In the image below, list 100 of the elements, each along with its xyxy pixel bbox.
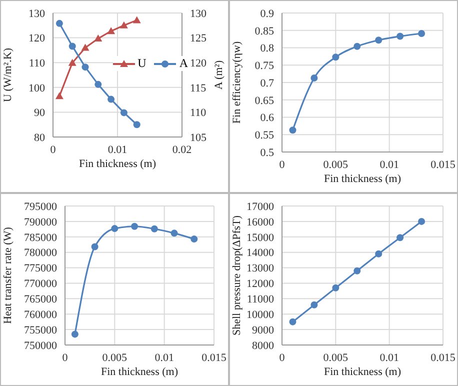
y2-tick-label: 125 xyxy=(190,32,207,45)
point xyxy=(396,234,404,242)
x-tick-label: 0 xyxy=(279,352,286,364)
y-tick-label: 100 xyxy=(28,82,46,94)
y-axis-title: U (W/m².K) xyxy=(2,48,14,102)
y-tick-label: 16000 xyxy=(246,216,274,228)
y-tick-label: 0.8 xyxy=(260,42,274,55)
point xyxy=(332,284,340,292)
point xyxy=(375,36,382,44)
y-tick-label: 130 xyxy=(28,8,46,20)
x-tick-label: 0 xyxy=(279,158,286,171)
point xyxy=(131,222,138,230)
x-tick-label: 0 xyxy=(62,352,68,364)
point xyxy=(108,96,115,103)
point xyxy=(354,42,361,50)
point xyxy=(120,21,128,28)
y-tick-label: 8000 xyxy=(252,340,274,352)
y-tick-label: 0.9 xyxy=(260,8,274,20)
point xyxy=(81,44,90,51)
y-tick-label: 14000 xyxy=(246,247,274,260)
y-tick-label: 750000 xyxy=(24,340,58,352)
point xyxy=(107,27,116,34)
x-tick-label: 0.015 xyxy=(430,352,456,364)
y-axis-title: Fin efficiency(ηw) xyxy=(231,41,243,124)
x-tick-label: 0.01 xyxy=(380,352,399,364)
point xyxy=(310,74,318,82)
y-tick-label: 760000 xyxy=(24,309,58,322)
point xyxy=(132,16,141,24)
point xyxy=(190,236,198,243)
y-tick-label: 12000 xyxy=(246,278,274,290)
y-tick-label: 0.55 xyxy=(254,130,274,142)
y-tick-label: 765000 xyxy=(24,294,58,306)
point xyxy=(91,243,98,250)
y-tick-label: 9000 xyxy=(252,324,274,336)
point xyxy=(418,30,426,38)
y2-tick-label: 120 xyxy=(190,58,207,70)
x-axis-title: Fin thickness (m) xyxy=(79,158,156,170)
y-tick-label: 10000 xyxy=(246,309,274,322)
point xyxy=(120,109,128,116)
legend-label: U xyxy=(138,56,146,71)
point xyxy=(396,32,404,40)
y-tick-label: 795000 xyxy=(24,200,58,213)
y2-axis-title: A (m²) xyxy=(213,60,225,90)
y-tick-label: 0.85 xyxy=(254,25,274,38)
point xyxy=(133,121,140,128)
x-axis-title: Fin thickness (m) xyxy=(101,366,178,378)
x-tick-label: 0.005 xyxy=(323,158,349,171)
y-tick-label: 755000 xyxy=(24,324,58,336)
y-tick-label: 790000 xyxy=(24,216,58,228)
x-tick-label: 0.02 xyxy=(172,144,192,156)
x-tick-label: 0 xyxy=(50,144,56,156)
y2-tick-label: 130 xyxy=(190,8,207,20)
y-tick-label: 13000 xyxy=(246,262,274,275)
point xyxy=(332,54,340,61)
y-tick-label: 80 xyxy=(34,132,46,144)
point xyxy=(71,330,78,338)
point xyxy=(111,225,118,232)
y-tick-label: 110 xyxy=(28,58,46,70)
point xyxy=(82,64,89,71)
y-axis-title: Heat transfer rate (W) xyxy=(2,226,14,324)
x-tick-label: 0.01 xyxy=(380,158,399,171)
point xyxy=(418,218,426,225)
x-tick-label: 0.005 xyxy=(323,352,349,364)
point xyxy=(94,80,102,88)
y-tick-label: 0.7 xyxy=(260,77,274,90)
x-tick-label: 0.005 xyxy=(102,352,128,364)
point xyxy=(68,42,76,50)
y2-tick-label: 105 xyxy=(190,132,207,144)
x-tick-label: 0.01 xyxy=(108,144,128,156)
y-tick-label: 780000 xyxy=(24,247,58,260)
y-tick-label: 775000 xyxy=(24,262,58,275)
x-axis-title: Fin thickness (m) xyxy=(324,173,402,185)
point xyxy=(94,34,102,42)
y-tick-label: 90 xyxy=(34,107,46,120)
x-tick-label: 0.015 xyxy=(430,158,456,171)
x-axis-title: Fin thickness (m) xyxy=(324,366,402,378)
y-tick-label: 0.75 xyxy=(254,60,274,72)
point xyxy=(310,301,318,308)
y2-tick-label: 110 xyxy=(190,107,207,120)
point xyxy=(375,250,382,258)
x-tick-label: 0.01 xyxy=(154,352,174,364)
point xyxy=(55,92,64,100)
x-tick-label: 0.015 xyxy=(202,352,227,364)
y-tick-label: 0.65 xyxy=(254,94,274,107)
y-axis-title: Shell pressure drop(ΔPfsT) xyxy=(231,215,243,336)
point xyxy=(289,126,296,134)
point xyxy=(68,58,76,66)
point xyxy=(150,225,158,232)
y-tick-label: 770000 xyxy=(24,278,58,290)
y-tick-label: 0.5 xyxy=(260,146,274,159)
y-tick-label: 11000 xyxy=(246,294,274,306)
y-tick-label: 17000 xyxy=(246,200,274,213)
legend-label: A xyxy=(179,56,188,71)
point xyxy=(354,267,361,274)
point xyxy=(56,20,63,27)
point xyxy=(170,230,178,237)
y-tick-label: 785000 xyxy=(24,232,58,244)
y2-tick-label: 115 xyxy=(190,82,207,94)
point xyxy=(289,318,296,326)
y-tick-label: 0.6 xyxy=(260,112,274,124)
